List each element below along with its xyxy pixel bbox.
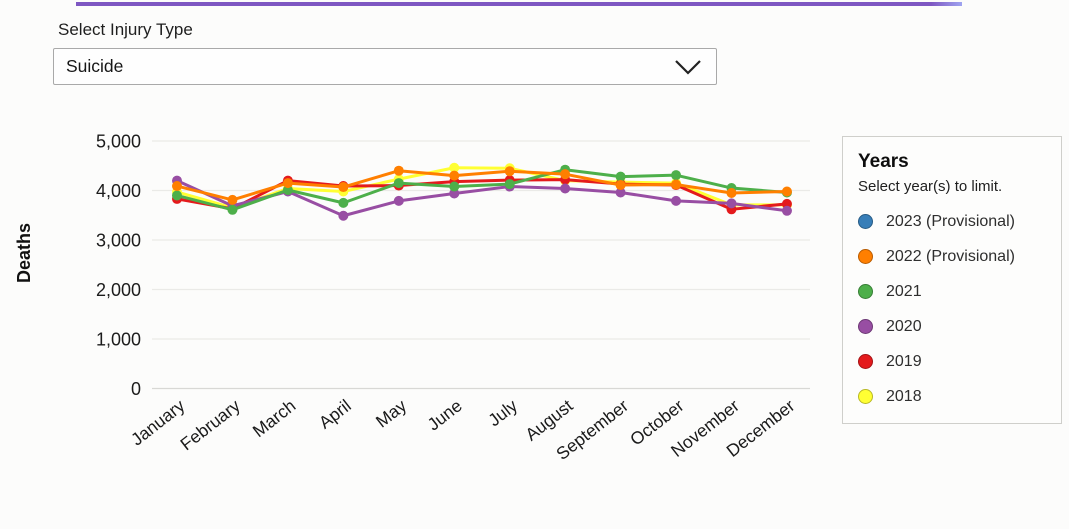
x-tick-label: June — [423, 395, 465, 434]
data-point[interactable] — [393, 195, 404, 206]
data-point[interactable] — [615, 187, 626, 198]
legend-item-2021[interactable]: 2021 — [858, 274, 1046, 309]
legend-item-label: 2022 (Provisional) — [886, 247, 1015, 265]
data-point[interactable] — [393, 165, 404, 176]
years-legend: Years Select year(s) to limit. 2023 (Pro… — [842, 136, 1062, 424]
data-point[interactable] — [671, 179, 682, 190]
legend-item-2018[interactable]: 2018 — [858, 379, 1046, 414]
x-tick-label: May — [372, 395, 411, 431]
legend-item-label: 2021 — [886, 282, 922, 300]
year-color-swatch — [858, 354, 873, 369]
legend-item-label: 2020 — [886, 317, 922, 335]
data-point[interactable] — [726, 187, 737, 198]
legend-subtitle: Select year(s) to limit. — [858, 178, 1003, 195]
legend-title: Years — [858, 151, 909, 172]
data-point[interactable] — [781, 205, 792, 216]
legend-item-2022[interactable]: 2022 (Provisional) — [858, 239, 1046, 274]
y-tick-label: 2,000 — [96, 280, 141, 300]
data-point[interactable] — [449, 188, 460, 199]
y-tick-label: 5,000 — [96, 132, 141, 152]
legend-item-label: 2018 — [886, 387, 922, 405]
data-point[interactable] — [338, 182, 349, 193]
data-point[interactable] — [282, 185, 293, 196]
x-tick-label: February — [176, 395, 244, 454]
injury-type-label: Select Injury Type — [58, 20, 193, 39]
injury-type-selected-value: Suicide — [66, 56, 124, 76]
data-point[interactable] — [560, 169, 571, 180]
year-color-swatch — [858, 214, 873, 229]
data-point[interactable] — [172, 190, 182, 201]
x-tick-label: March — [249, 395, 300, 441]
data-point[interactable] — [393, 178, 404, 189]
series-2022[interactable] — [172, 165, 792, 205]
y-tick-label: 4,000 — [96, 181, 141, 201]
data-point[interactable] — [671, 170, 682, 181]
x-tick-label: July — [484, 395, 521, 430]
y-tick-label: 1,000 — [96, 330, 141, 350]
series-2021[interactable] — [172, 164, 792, 215]
data-point[interactable] — [338, 210, 349, 221]
data-point[interactable] — [227, 194, 238, 205]
series-line — [175, 169, 789, 202]
data-point[interactable] — [449, 170, 460, 181]
year-color-swatch — [858, 284, 873, 299]
data-point[interactable] — [282, 178, 293, 189]
legend-item-label: 2019 — [886, 352, 922, 370]
data-point[interactable] — [615, 171, 626, 182]
data-point[interactable] — [449, 181, 460, 192]
legend-item-label: 2023 (Provisional) — [886, 212, 1015, 230]
year-color-swatch — [858, 249, 873, 264]
data-point[interactable] — [615, 180, 626, 191]
data-point[interactable] — [449, 162, 460, 173]
data-point[interactable] — [504, 179, 515, 190]
legend-item-2019[interactable]: 2019 — [858, 344, 1046, 379]
data-point[interactable] — [504, 166, 515, 177]
deaths-line-chart: 01,0002,0003,0004,0005,000JanuaryFebruar… — [96, 132, 810, 464]
year-color-swatch — [858, 389, 873, 404]
data-point[interactable] — [671, 195, 682, 206]
legend-item-2020[interactable]: 2020 — [858, 309, 1046, 344]
y-tick-label: 0 — [131, 379, 141, 399]
data-point[interactable] — [172, 181, 182, 192]
series-line — [175, 168, 789, 212]
data-point[interactable] — [338, 197, 349, 208]
legend-item-2023[interactable]: 2023 (Provisional) — [858, 204, 1046, 239]
data-point[interactable] — [781, 198, 792, 209]
accent-progress-bar — [76, 2, 962, 6]
x-tick-label: April — [315, 395, 355, 432]
data-point[interactable] — [560, 183, 571, 194]
y-tick-label: 3,000 — [96, 231, 141, 251]
chevron-down-icon — [674, 59, 702, 75]
legend-items: 2023 (Provisional) 2022 (Provisional) 2021… — [858, 204, 1046, 414]
injury-type-select[interactable]: Suicide — [53, 48, 717, 85]
data-point[interactable] — [227, 204, 238, 215]
data-point[interactable] — [781, 186, 792, 197]
year-color-swatch — [858, 319, 873, 334]
data-point[interactable] — [726, 198, 737, 209]
